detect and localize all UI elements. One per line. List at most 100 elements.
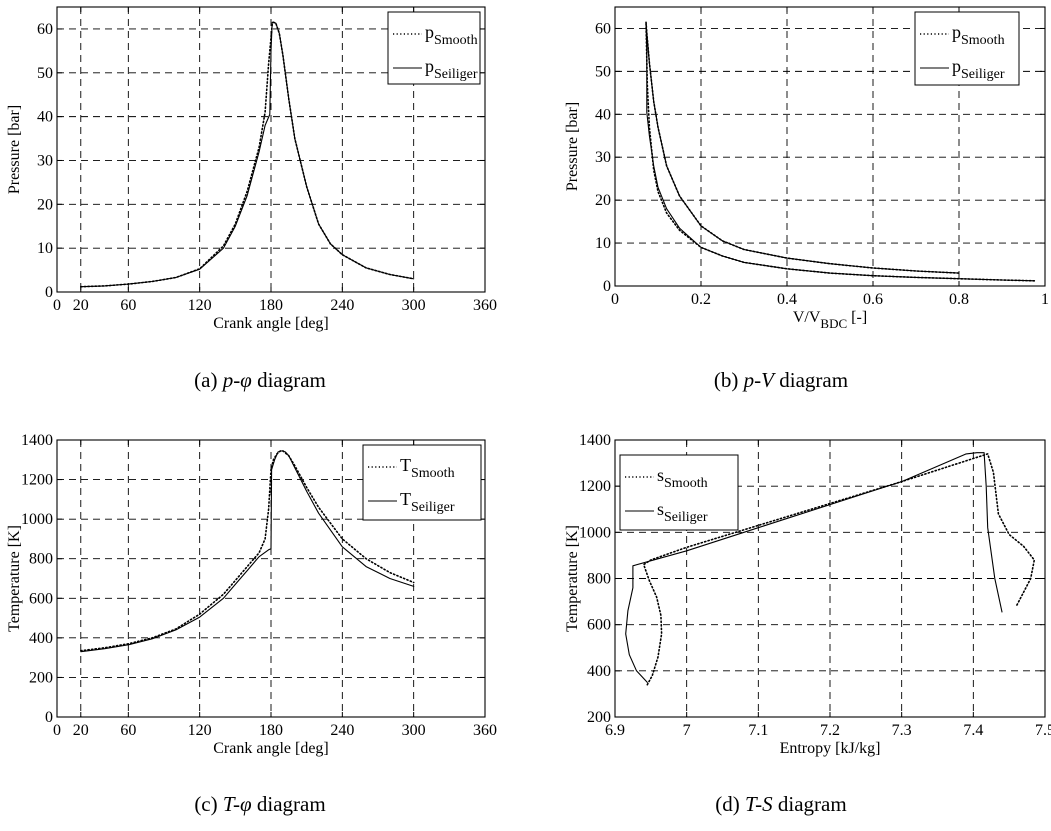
caption-c: (c) T-φ diagram: [194, 792, 326, 816]
x-tick-label: 60: [120, 722, 136, 739]
legend-entry-smooth: TSmooth: [400, 455, 455, 481]
legend: pSmooth pSeiliger: [914, 11, 1020, 86]
y-axis-label: Temperature [K]: [6, 525, 23, 632]
legend-entry-smooth: pSmooth: [425, 22, 478, 48]
x-tick-label: 20: [73, 722, 89, 739]
grid: [615, 440, 1045, 717]
legend-box: [619, 454, 739, 531]
y-tick-label: 20: [595, 192, 611, 209]
y-tick-label: 40: [595, 106, 611, 123]
chart-d: 6.9 7 7.1 7.2 7.3 7.4 7.5 200 400 600 800 1000 1200 1…: [564, 432, 1051, 757]
legend-entry-seiliger: TSeiliger: [400, 489, 455, 515]
y-tick-label: 20: [37, 196, 53, 213]
y-tick-label: 1200: [579, 478, 611, 495]
series-line-smooth: [80, 21, 415, 288]
x-tick-label: 360: [473, 297, 497, 314]
x-tick-label: 7.2: [820, 722, 840, 739]
x-tick-label: 360: [473, 722, 497, 739]
series-line-smooth: [80, 450, 415, 652]
caption-a: (a) p-φ diagram: [194, 368, 326, 392]
legend: TSmooth TSeiliger: [362, 444, 482, 521]
y-tick-label: 800: [29, 551, 53, 568]
y-tick-label: 0: [603, 278, 611, 295]
x-axis-label: Entropy [kJ/kg]: [780, 740, 881, 757]
x-tick-label: 7.3: [892, 722, 912, 739]
series-line-seiliger: [625, 452, 1003, 683]
series-line-seiliger: [80, 450, 415, 653]
x-tick-label: 0.6: [863, 291, 883, 308]
grid: [615, 7, 1045, 286]
x-tick-label: 7: [683, 722, 691, 739]
x-tick-label: 20: [73, 297, 89, 314]
x-tick-label: 300: [402, 722, 426, 739]
x-axis-label: Crank angle [deg]: [213, 315, 329, 332]
y-axis-label: Pressure [bar]: [6, 105, 23, 194]
legend: pSmooth pSeiliger: [387, 11, 481, 85]
y-tick-label: 30: [595, 149, 611, 166]
legend-box: [387, 11, 481, 85]
x-tick-label: 6.9: [605, 722, 625, 739]
x-tick-label: 180: [259, 722, 283, 739]
legend: sSmooth sSeiliger: [619, 454, 739, 531]
legend-entry-seiliger: pSeiliger: [425, 56, 478, 82]
x-tick-label: 0: [53, 722, 61, 739]
y-tick-label: 1000: [579, 524, 611, 541]
legend-entry-smooth: pSmooth: [952, 22, 1005, 48]
legend-box: [362, 444, 482, 521]
grid: [57, 440, 485, 717]
y-tick-label: 10: [595, 235, 611, 252]
y-tick-label: 10: [37, 240, 53, 257]
axes-frame: [614, 6, 1046, 287]
x-axis-label: Crank angle [deg]: [213, 740, 329, 757]
x-tick-label: 120: [188, 297, 212, 314]
y-tick-label: 50: [37, 65, 53, 82]
legend-box: [914, 11, 1020, 86]
series-line-seiliger: [645, 21, 1035, 282]
y-tick-label: 200: [587, 709, 611, 726]
x-tick-label: 7.4: [963, 722, 983, 739]
y-tick-label: 40: [37, 109, 53, 126]
x-tick-label: 240: [330, 722, 354, 739]
x-axis-label: V/VBDC [-]: [793, 309, 867, 331]
caption-d: (d) T-S diagram: [715, 792, 847, 816]
x-tick-label: 0: [53, 297, 61, 314]
series-line-smooth: [642, 453, 1036, 686]
y-tick-label: 600: [29, 590, 53, 607]
y-tick-label: 60: [37, 21, 53, 38]
chart-c: 0 20 60 120 180 240 300 360 0 200 400 600 800 1000 120…: [6, 432, 497, 757]
y-tick-label: 0: [45, 709, 53, 726]
x-tick-label: 7.1: [748, 722, 768, 739]
x-tick-label: 180: [259, 297, 283, 314]
x-tick-label: 7.5: [1035, 722, 1051, 739]
y-tick-label: 1200: [21, 472, 53, 489]
caption-b: (b) p-V diagram: [713, 368, 849, 392]
y-tick-label: 400: [587, 663, 611, 680]
y-tick-label: 60: [595, 20, 611, 37]
y-tick-label: 1400: [21, 432, 53, 449]
x-tick-label: 300: [402, 297, 426, 314]
legend-entry-seiliger: pSeiliger: [952, 56, 1005, 82]
y-tick-label: 50: [595, 63, 611, 80]
y-tick-label: 800: [587, 571, 611, 588]
x-tick-label: 0.4: [777, 291, 797, 308]
x-tick-label: 1: [1041, 291, 1049, 308]
y-tick-label: 600: [587, 617, 611, 634]
legend-entry-seiliger: sSeiliger: [657, 499, 708, 525]
legend-entry-smooth: sSmooth: [657, 465, 708, 491]
x-tick-label: 0: [611, 291, 619, 308]
y-tick-label: 1000: [21, 511, 53, 528]
y-tick-label: 200: [29, 669, 53, 686]
y-tick-label: 400: [29, 630, 53, 647]
x-tick-label: 120: [188, 722, 212, 739]
x-tick-label: 240: [330, 297, 354, 314]
series-line-seiliger: [80, 21, 415, 288]
chart-a: 0 20 60 120 180 240 300 360 0 10 20 30 40 50 60 Crank a…: [6, 6, 497, 332]
y-axis-label: Temperature [K]: [564, 525, 581, 632]
y-tick-label: 1400: [579, 432, 611, 449]
y-tick-label: 30: [37, 152, 53, 169]
y-axis-label: Pressure [bar]: [564, 102, 581, 191]
x-tick-label: 0.2: [691, 291, 711, 308]
x-tick-label: 60: [120, 297, 136, 314]
